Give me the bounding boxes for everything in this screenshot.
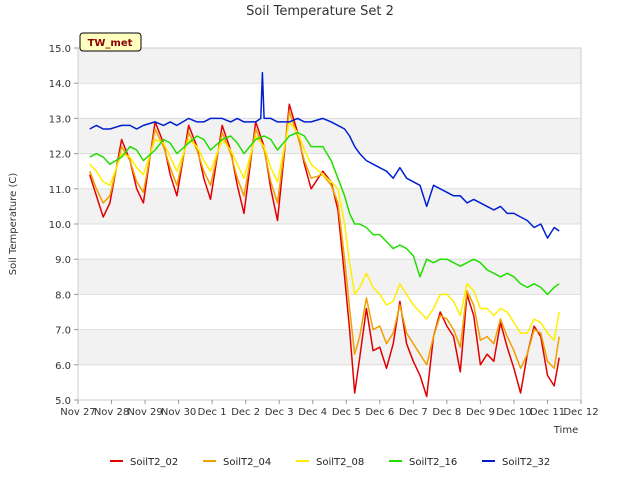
grid-band <box>78 329 581 365</box>
series-line-soilt2_02 <box>88 103 560 398</box>
y-tick-label: 11.0 <box>49 185 71 196</box>
grid-band <box>78 224 581 260</box>
x-tick-label: Nov 30 <box>161 407 196 418</box>
y-tick-label: 7.0 <box>55 326 71 337</box>
legend-label-soilt2_16: SoilT2_16 <box>409 457 457 468</box>
x-axis-label: Time <box>553 425 578 436</box>
y-tick-label: 6.0 <box>55 361 71 372</box>
series-line-soilt2_32 <box>89 71 560 239</box>
station-badge-text: TW_met <box>88 38 133 49</box>
x-tick-label: Dec 5 <box>332 407 361 418</box>
grid-band <box>78 188 581 224</box>
y-tick-label: 5.0 <box>55 396 71 407</box>
x-tick-label: Dec 2 <box>231 407 260 418</box>
x-tick-label: Dec 4 <box>298 407 327 418</box>
legend: SoilT2_02 SoilT2_04 SoilT2_08 SoilT2_16 Soil… <box>110 457 550 468</box>
y-axis-label: Soil Temperature (C) <box>8 173 19 276</box>
x-tick-label: Dec 1 <box>198 407 227 418</box>
x-tick-label: Dec 8 <box>432 407 461 418</box>
y-axis-ticks: 5.0 6.0 7.0 8.0 9.0 10.0 11.0 12.0 13.0 14.0 15.0 <box>49 44 78 407</box>
x-tick-label: Dec 6 <box>365 407 394 418</box>
grid-band <box>78 259 581 295</box>
legend-label-soilt2_02: SoilT2_02 <box>130 457 178 468</box>
x-tick-label: Nov 29 <box>127 407 162 418</box>
grid-band <box>78 48 581 84</box>
series-line-soilt2_08 <box>89 121 560 341</box>
x-tick-label: Dec 7 <box>399 407 428 418</box>
x-tick-label: Dec 12 <box>563 407 598 418</box>
y-tick-label: 8.0 <box>55 290 71 301</box>
x-tick-label: Dec 10 <box>496 407 531 418</box>
legend-label-soilt2_04: SoilT2_04 <box>223 457 271 468</box>
station-badge: TW_met <box>79 32 142 52</box>
grid-bands <box>78 48 581 401</box>
legend-label-soilt2_08: SoilT2_08 <box>316 457 364 468</box>
y-tick-label: 15.0 <box>49 44 71 55</box>
series-line-soilt2_16 <box>89 131 560 296</box>
x-tick-label: Nov 28 <box>94 407 129 418</box>
x-tick-label: Nov 27 <box>60 407 95 418</box>
grid-band <box>78 83 581 119</box>
y-tick-label: 12.0 <box>49 150 71 161</box>
x-tick-label: Dec 11 <box>530 407 565 418</box>
series-line-soilt2_04 <box>88 110 560 370</box>
y-tick-label: 13.0 <box>49 114 71 125</box>
y-tick-label: 9.0 <box>55 255 71 266</box>
station-badge-box <box>79 32 142 52</box>
grid-band <box>78 294 581 330</box>
y-tick-label: 10.0 <box>49 220 71 231</box>
series-lines <box>88 71 560 398</box>
x-tick-label: Dec 9 <box>466 407 495 418</box>
x-tick-label: Dec 3 <box>265 407 294 418</box>
grid-band <box>78 364 581 400</box>
chart-title: Soil Temperature Set 2 <box>246 4 394 19</box>
y-tick-label: 14.0 <box>49 79 71 90</box>
legend-label-soilt2_32: SoilT2_32 <box>502 457 550 468</box>
